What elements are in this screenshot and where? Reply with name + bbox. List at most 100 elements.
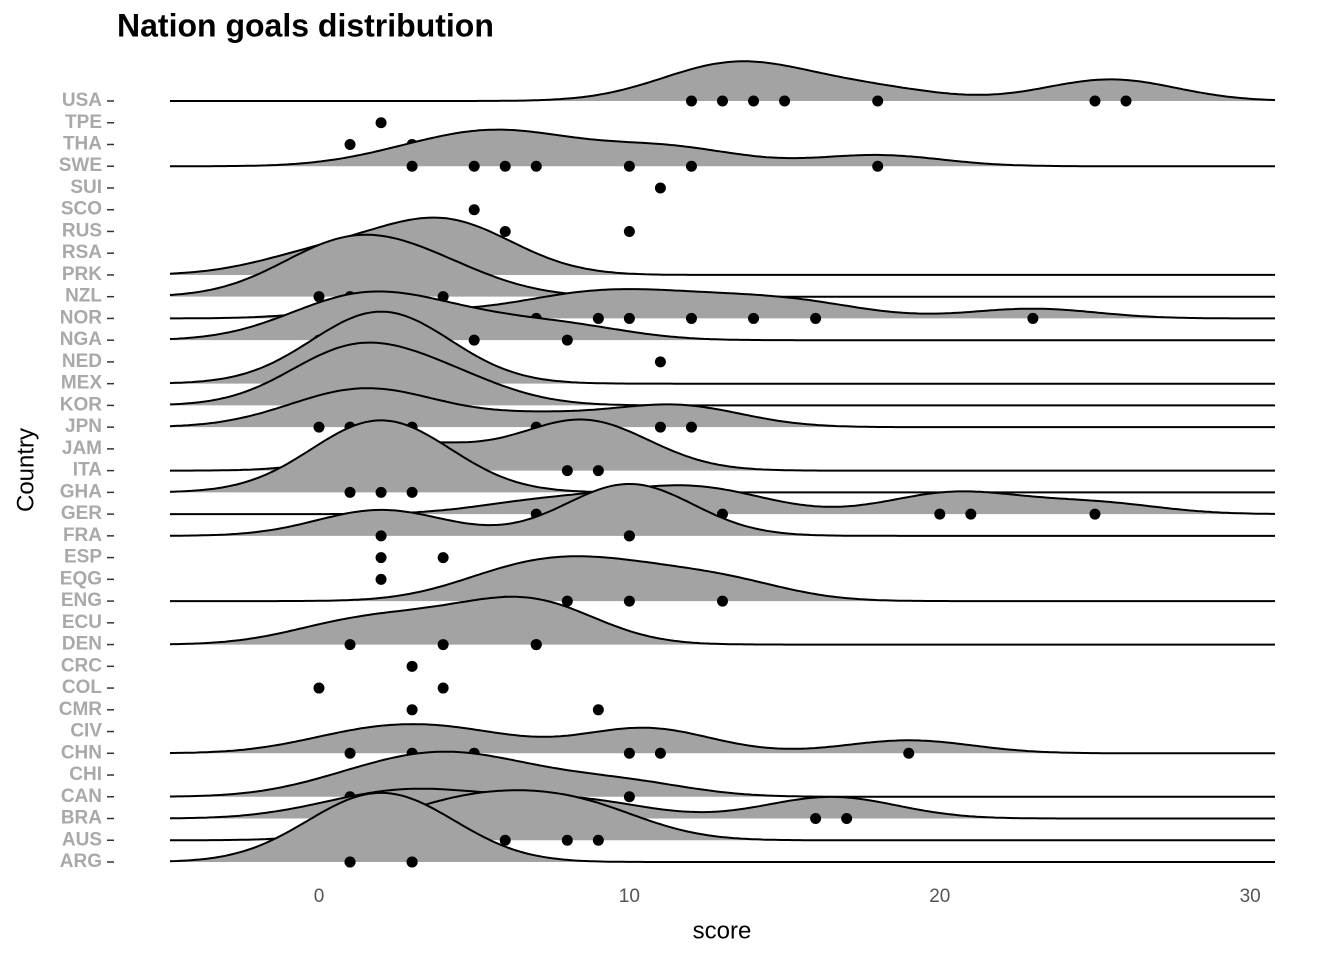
point bbox=[623, 747, 635, 759]
point bbox=[344, 856, 356, 868]
point bbox=[406, 486, 418, 498]
ridge-fill bbox=[170, 342, 1275, 406]
point bbox=[717, 595, 728, 607]
point bbox=[344, 486, 356, 498]
ridge-group bbox=[406, 704, 604, 716]
ridge-fill bbox=[170, 724, 1275, 754]
point bbox=[437, 682, 449, 694]
y-tick-label: ARG bbox=[60, 851, 102, 872]
y-tick-label: COL bbox=[62, 677, 103, 698]
point bbox=[344, 639, 356, 651]
y-tick-label: TPE bbox=[65, 112, 102, 133]
ridge-group bbox=[169, 387, 1275, 433]
y-tick-label: SWE bbox=[59, 155, 102, 176]
y-tick-label: DEN bbox=[62, 634, 102, 655]
point bbox=[685, 312, 697, 324]
point bbox=[685, 160, 697, 172]
point bbox=[468, 334, 480, 346]
x-tick-label: 20 bbox=[929, 886, 950, 907]
ridge-group bbox=[375, 117, 387, 129]
x-tick-label: 0 bbox=[314, 886, 325, 907]
point bbox=[623, 225, 635, 237]
ridge-group bbox=[313, 682, 449, 694]
y-tick-label: NOR bbox=[60, 307, 103, 328]
ridge-fill bbox=[170, 792, 1275, 862]
point bbox=[841, 813, 853, 825]
y-tick-label: THA bbox=[63, 134, 102, 155]
ridge-fill bbox=[170, 291, 1275, 341]
ridge-fill bbox=[170, 596, 1275, 645]
y-tick-label: JPN bbox=[65, 416, 102, 437]
ridge-group bbox=[170, 555, 1275, 607]
point bbox=[810, 813, 822, 825]
point bbox=[654, 747, 666, 759]
ridge-line bbox=[170, 750, 1275, 798]
y-tick-label: CIV bbox=[70, 721, 102, 742]
y-tick-label: ESP bbox=[64, 547, 102, 568]
y-tick-label: CHI bbox=[69, 764, 102, 785]
point bbox=[654, 182, 666, 194]
point bbox=[592, 465, 604, 477]
point bbox=[561, 465, 573, 477]
point bbox=[934, 508, 946, 520]
point bbox=[623, 595, 635, 607]
ridge-line bbox=[170, 555, 1275, 603]
point bbox=[1120, 95, 1132, 107]
y-tick-label: CHN bbox=[61, 742, 102, 763]
ridge-group bbox=[170, 483, 1275, 542]
y-tick-label: JAM bbox=[62, 438, 102, 459]
ridge-line bbox=[169, 310, 1275, 385]
ridge-line bbox=[169, 341, 1275, 407]
point bbox=[530, 160, 542, 172]
ridge-group bbox=[375, 573, 387, 585]
x-tick-label: 10 bbox=[619, 886, 640, 907]
y-tick-label: MEX bbox=[61, 373, 103, 394]
ridge-line bbox=[170, 128, 1275, 168]
y-tick-label: SCO bbox=[61, 199, 102, 220]
ridge-fill bbox=[170, 485, 1275, 515]
point bbox=[313, 421, 325, 433]
point bbox=[344, 138, 356, 150]
point bbox=[313, 682, 325, 694]
point bbox=[561, 334, 573, 346]
y-tick-label: GER bbox=[61, 503, 102, 524]
ridge-fill bbox=[170, 129, 1275, 167]
y-axis-title: Country bbox=[12, 428, 39, 512]
point bbox=[375, 530, 387, 542]
ridge-line bbox=[170, 483, 1275, 537]
point bbox=[499, 160, 511, 172]
y-tick-label: FRA bbox=[63, 525, 102, 546]
x-axis-title: score bbox=[693, 917, 752, 944]
ridge-group bbox=[170, 723, 1275, 759]
y-tick-label: NZL bbox=[65, 286, 102, 307]
point bbox=[1027, 312, 1039, 324]
y-tick-label: ECU bbox=[62, 612, 102, 633]
ridge-fill bbox=[170, 388, 1275, 428]
point bbox=[375, 117, 387, 129]
point bbox=[592, 704, 604, 716]
point bbox=[965, 508, 977, 520]
y-tick-label: NGA bbox=[60, 329, 103, 350]
ridge-fill bbox=[170, 556, 1275, 602]
point bbox=[344, 747, 356, 759]
point bbox=[623, 160, 635, 172]
ridge-fill bbox=[170, 484, 1275, 536]
ridge-group bbox=[169, 595, 1275, 651]
point bbox=[375, 486, 387, 498]
point bbox=[685, 421, 697, 433]
point bbox=[592, 834, 604, 846]
ridge-line bbox=[169, 791, 1275, 863]
point bbox=[406, 660, 418, 672]
y-tick-label: AUS bbox=[62, 829, 102, 850]
y-tick-label: CAN bbox=[61, 786, 102, 807]
point bbox=[468, 204, 480, 216]
chart-title: Nation goals distribution bbox=[117, 7, 494, 43]
ridge-group bbox=[170, 750, 1275, 803]
point bbox=[685, 95, 697, 107]
point bbox=[561, 595, 573, 607]
point bbox=[748, 95, 760, 107]
ridge-group bbox=[375, 552, 449, 564]
point bbox=[872, 95, 884, 107]
y-tick-label: KOR bbox=[60, 394, 103, 415]
